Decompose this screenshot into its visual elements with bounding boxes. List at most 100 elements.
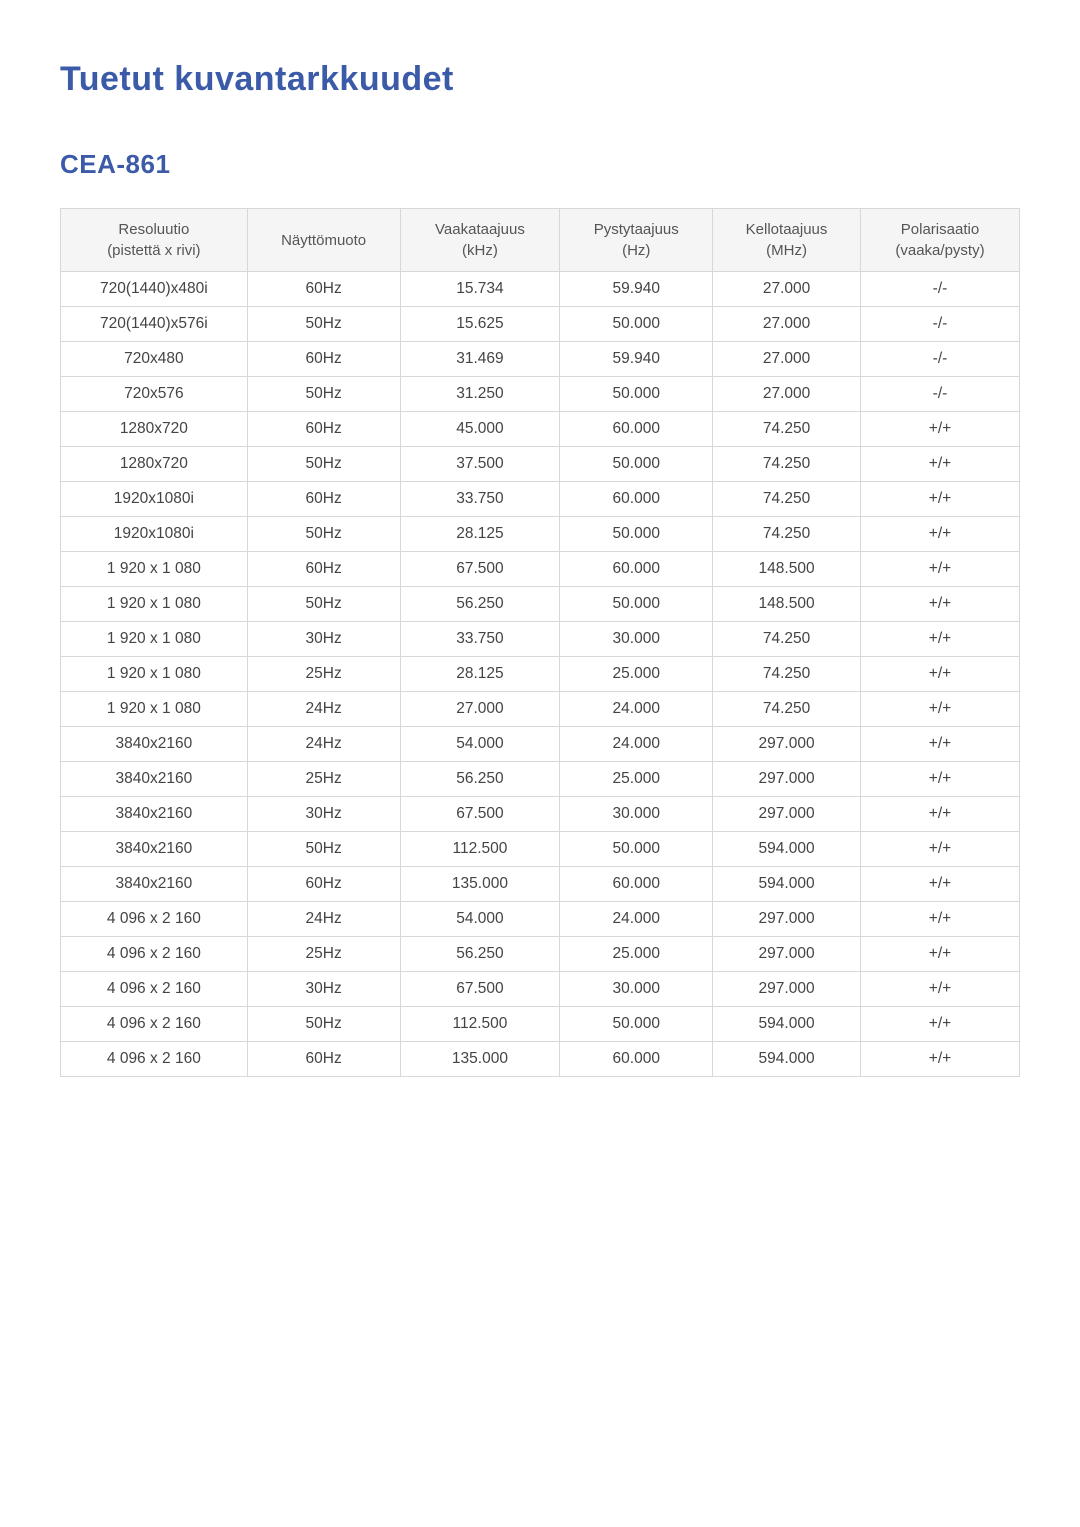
table-cell: 15.734: [400, 272, 560, 307]
table-row: 1920x1080i60Hz33.75060.00074.250+/+: [61, 482, 1020, 517]
table-cell: 25.000: [560, 657, 713, 692]
table-cell: +/+: [860, 762, 1019, 797]
table-cell: 50Hz: [247, 517, 400, 552]
table-cell: 27.000: [713, 272, 861, 307]
table-cell: 297.000: [713, 727, 861, 762]
table-cell: 135.000: [400, 1042, 560, 1077]
table-cell: 112.500: [400, 1007, 560, 1042]
table-cell: 24Hz: [247, 902, 400, 937]
table-cell: 45.000: [400, 412, 560, 447]
table-cell: +/+: [860, 867, 1019, 902]
table-cell: +/+: [860, 832, 1019, 867]
column-header-line2: (Hz): [622, 242, 650, 259]
table-cell: 74.250: [713, 447, 861, 482]
table-cell: -/-: [860, 377, 1019, 412]
table-row: 3840x216025Hz56.25025.000297.000+/+: [61, 762, 1020, 797]
column-header: Kellotaajuus (MHz): [713, 209, 861, 272]
table-cell: 4 096 x 2 160: [61, 972, 248, 1007]
table-cell: 112.500: [400, 832, 560, 867]
table-cell: 74.250: [713, 622, 861, 657]
section-title: CEA-861: [60, 149, 1020, 180]
table-cell: 297.000: [713, 902, 861, 937]
table-cell: 74.250: [713, 517, 861, 552]
table-cell: 74.250: [713, 692, 861, 727]
table-cell: 27.000: [713, 307, 861, 342]
table-row: 4 096 x 2 16060Hz135.00060.000594.000+/+: [61, 1042, 1020, 1077]
table-cell: 67.500: [400, 972, 560, 1007]
table-cell: +/+: [860, 1042, 1019, 1077]
table-cell: 297.000: [713, 797, 861, 832]
column-header-line1: Kellotaajuus: [746, 221, 828, 238]
table-cell: 50.000: [560, 307, 713, 342]
table-row: 720x57650Hz31.25050.00027.000-/-: [61, 377, 1020, 412]
table-row: 3840x216030Hz67.50030.000297.000+/+: [61, 797, 1020, 832]
table-cell: 24Hz: [247, 692, 400, 727]
table-cell: +/+: [860, 657, 1019, 692]
column-header-line2: (MHz): [766, 242, 807, 259]
table-cell: 30Hz: [247, 622, 400, 657]
table-cell: 56.250: [400, 937, 560, 972]
table-cell: 30.000: [560, 797, 713, 832]
table-row: 720x48060Hz31.46959.94027.000-/-: [61, 342, 1020, 377]
table-cell: +/+: [860, 972, 1019, 1007]
table-cell: 27.000: [713, 342, 861, 377]
table-cell: 1920x1080i: [61, 482, 248, 517]
table-cell: 31.469: [400, 342, 560, 377]
table-row: 1280x72060Hz45.00060.00074.250+/+: [61, 412, 1020, 447]
table-cell: 4 096 x 2 160: [61, 1042, 248, 1077]
table-cell: 50.000: [560, 1007, 713, 1042]
table-cell: 1 920 x 1 080: [61, 657, 248, 692]
table-cell: 56.250: [400, 762, 560, 797]
table-cell: +/+: [860, 412, 1019, 447]
table-cell: 54.000: [400, 902, 560, 937]
table-cell: 60Hz: [247, 272, 400, 307]
table-cell: 24.000: [560, 902, 713, 937]
table-cell: 60Hz: [247, 342, 400, 377]
table-cell: -/-: [860, 342, 1019, 377]
table-cell: 148.500: [713, 552, 861, 587]
column-header: Näyttömuoto: [247, 209, 400, 272]
table-cell: 50Hz: [247, 447, 400, 482]
table-cell: +/+: [860, 1007, 1019, 1042]
table-cell: +/+: [860, 937, 1019, 972]
table-cell: 720(1440)x480i: [61, 272, 248, 307]
table-cell: 50.000: [560, 377, 713, 412]
table-cell: 67.500: [400, 552, 560, 587]
table-cell: 148.500: [713, 587, 861, 622]
table-cell: 50Hz: [247, 832, 400, 867]
table-cell: 60Hz: [247, 1042, 400, 1077]
table-cell: 720(1440)x576i: [61, 307, 248, 342]
table-cell: 27.000: [713, 377, 861, 412]
table-cell: +/+: [860, 552, 1019, 587]
table-cell: 594.000: [713, 867, 861, 902]
table-cell: 50.000: [560, 587, 713, 622]
column-header: Resoluutio(pistettä x rivi): [61, 209, 248, 272]
table-row: 1280x72050Hz37.50050.00074.250+/+: [61, 447, 1020, 482]
table-cell: 33.750: [400, 482, 560, 517]
table-cell: 30.000: [560, 972, 713, 1007]
table-cell: 25Hz: [247, 937, 400, 972]
table-cell: +/+: [860, 797, 1019, 832]
table-cell: +/+: [860, 482, 1019, 517]
table-row: 1 920 x 1 08025Hz28.12525.00074.250+/+: [61, 657, 1020, 692]
table-cell: 297.000: [713, 762, 861, 797]
table-cell: 3840x2160: [61, 727, 248, 762]
table-cell: 50.000: [560, 447, 713, 482]
column-header-line1: Polarisaatio: [901, 221, 979, 238]
table-cell: 3840x2160: [61, 797, 248, 832]
table-cell: 28.125: [400, 517, 560, 552]
table-cell: 135.000: [400, 867, 560, 902]
column-header-line2: (pistettä x rivi): [107, 242, 200, 259]
table-cell: 1280x720: [61, 412, 248, 447]
table-cell: 60Hz: [247, 482, 400, 517]
table-cell: 720x480: [61, 342, 248, 377]
table-cell: 50.000: [560, 517, 713, 552]
table-cell: 25Hz: [247, 762, 400, 797]
table-cell: 54.000: [400, 727, 560, 762]
table-cell: 25.000: [560, 762, 713, 797]
table-cell: 74.250: [713, 657, 861, 692]
table-row: 4 096 x 2 16025Hz56.25025.000297.000+/+: [61, 937, 1020, 972]
table-cell: 24.000: [560, 692, 713, 727]
table-cell: 28.125: [400, 657, 560, 692]
table-cell: 15.625: [400, 307, 560, 342]
